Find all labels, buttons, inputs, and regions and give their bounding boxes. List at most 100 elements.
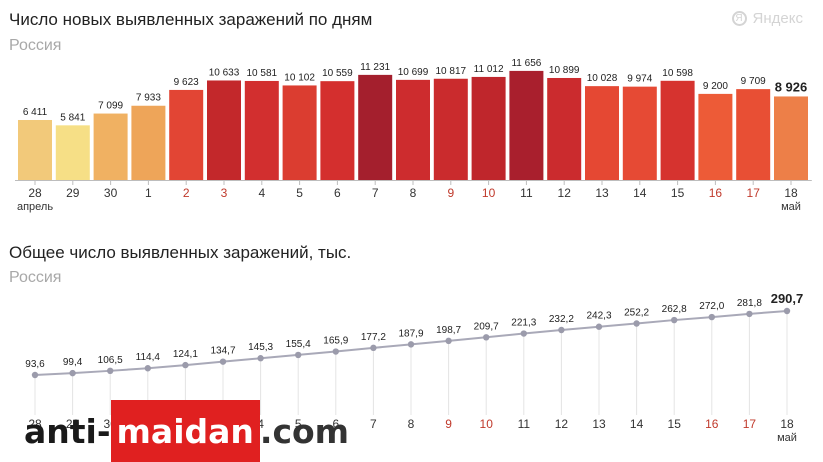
bottom-chart-region: Россия [9,269,62,286]
month-label: май [781,201,801,213]
bar-value-label: 10 102 [284,72,315,83]
x-tick-label: 30 [104,186,118,200]
x-tick-label: 10 [482,186,496,200]
bar-15 [660,80,695,180]
point-value-label: 177,2 [361,332,386,343]
bar-value-label: 11 012 [474,64,504,75]
point-value-label: 252,2 [624,308,649,319]
x-tick-label: 4 [257,417,264,431]
bar-value-label: 10 817 [436,66,467,77]
bar-11 [509,70,544,180]
x-tick-label: 4 [258,186,265,200]
bar-13 [585,86,619,180]
bar-value-label: 10 699 [398,67,429,78]
brand-name: Яндекс [752,10,803,27]
point-value-label: 242,3 [586,311,611,322]
x-tick-label: 14 [630,417,644,431]
bar-29 [55,125,90,180]
point-value-label: 106,5 [98,355,123,366]
bar-18 [774,96,808,180]
bar-value-label: 7 933 [136,93,161,104]
point-value-label: 198,7 [436,325,461,336]
data-point-29 [69,369,76,377]
x-tick-label: 18 [784,186,798,200]
bar-value-label: 11 656 [511,58,541,69]
top-chart-region: Россия [9,37,62,54]
month-label: май [777,432,797,444]
top-chart-title: Число новых выявленных заражений по дням [9,10,373,29]
x-tick-label: 12 [555,417,569,431]
x-tick-label: 8 [408,417,415,431]
bar-12 [547,77,582,180]
x-tick-label: 8 [410,186,417,200]
data-point-10 [483,334,490,341]
bar-10 [471,76,506,180]
x-tick-label: 2 [183,186,190,200]
x-tick-label: 12 [558,186,572,200]
bar-9 [433,78,468,180]
bar-14 [622,86,657,180]
x-tick-label: 15 [671,186,685,200]
x-tick-label: 16 [709,186,723,200]
yandex-brand[interactable]: Я Яндекс [731,10,803,27]
bar-6 [320,81,355,180]
x-tick-label: 13 [595,186,609,200]
x-tick-label: 7 [370,417,377,431]
bar-8 [396,79,430,180]
x-tick-label: 29 [66,186,80,200]
x-tick-label: 9 [447,186,454,200]
point-value-label: 262,8 [662,304,687,315]
watermark-part-3: .com [259,411,350,451]
bar-value-label: 9 709 [741,76,766,87]
x-tick-label: 17 [747,186,761,200]
x-tick-label: 16 [705,417,719,431]
bar-16 [698,93,733,180]
point-value-label: 155,4 [286,339,311,350]
data-point-15 [671,316,678,324]
bar-value-label: 10 598 [662,68,693,79]
data-point-16 [708,313,715,321]
x-tick-label: 9 [445,417,452,431]
x-tick-label: 15 [668,417,682,431]
point-value-label: 134,7 [210,346,235,357]
bar-value-label: 10 559 [322,68,353,79]
bar-1 [131,105,166,180]
bar-value-label: 10 028 [587,73,618,84]
data-point-28 [31,371,39,379]
data-point-11 [520,330,527,337]
bar-30 [93,113,128,180]
bar-value-label: 7 099 [98,101,123,112]
watermark-part-2: maidan [110,400,260,462]
x-tick-label: 3 [221,186,228,200]
x-tick-label: 7 [372,186,379,200]
data-point-6 [332,348,339,355]
data-point-7 [370,344,377,352]
x-tick-label: 5 [296,186,303,200]
point-value-label: 209,7 [474,321,499,332]
x-tick-label: 10 [480,417,494,431]
bar-7 [358,74,393,180]
data-point-5 [295,351,302,359]
bar-value-label: 10 581 [247,68,278,79]
x-tick-label: 28 [28,186,42,200]
point-value-label: 99,4 [63,357,83,368]
data-point-14 [633,320,640,327]
x-tick-label: 5 [295,417,302,431]
x-tick-label: 17 [743,417,757,431]
bar-5 [282,85,317,180]
bar-3 [207,80,241,180]
point-value-label: 272,0 [699,301,724,312]
x-tick-label: 1 [145,186,152,200]
x-tick-label: 18 [780,417,794,431]
watermark: anti- maidan .com [24,400,349,462]
point-value-label: 290,7 [771,291,804,306]
point-value-label: 165,9 [323,336,348,347]
x-tick-label: 11 [518,417,531,431]
bar-value-label: 9 200 [703,81,728,92]
x-tick-label: 14 [633,186,647,200]
point-value-label: 232,2 [549,314,574,325]
point-value-label: 281,8 [737,298,762,309]
yandex-logo-icon: Я [731,11,747,26]
data-point-8 [407,341,415,348]
